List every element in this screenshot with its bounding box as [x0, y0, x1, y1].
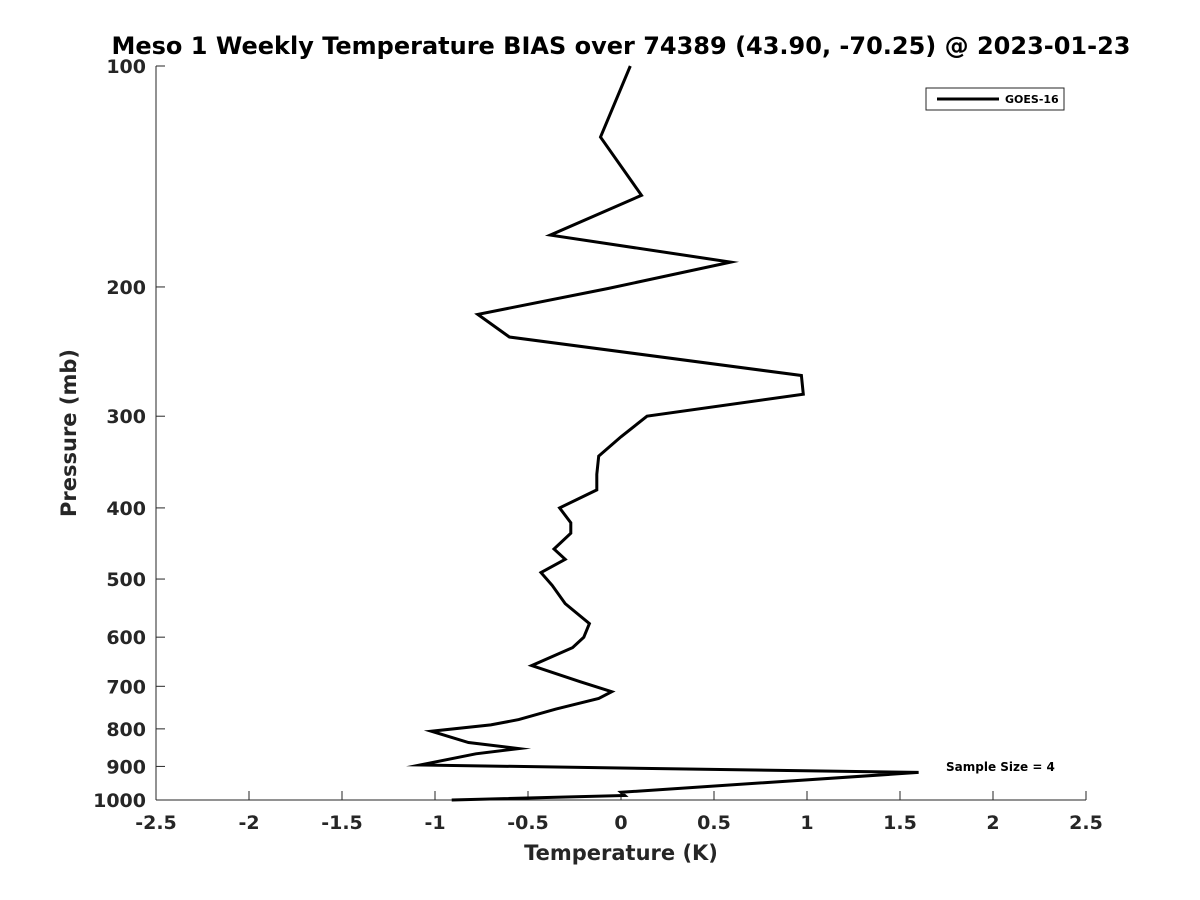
y-tick-label: 600: [106, 627, 146, 649]
y-axis-label: Pressure (mb): [57, 349, 81, 517]
x-tick-label: -2: [238, 812, 259, 834]
chart-title: Meso 1 Weekly Temperature BIAS over 7438…: [111, 32, 1130, 60]
x-tick-label: 2.5: [1069, 812, 1103, 834]
y-tick-label: 900: [106, 756, 146, 778]
series-line-goes-16: [406, 65, 919, 802]
y-tick-label: 400: [106, 498, 146, 520]
x-tick-label: -0.5: [507, 812, 549, 834]
y-tick-label: 700: [106, 676, 146, 698]
x-tick-label: 0.5: [697, 812, 731, 834]
chart-axes: [155, 66, 1086, 801]
y-ticks: 100 200 300 400 500 600 700 800 900 1000: [93, 56, 165, 812]
legend-label-goes-16: GOES-16: [1005, 93, 1059, 106]
sample-size-annotation: Sample Size = 4: [946, 760, 1055, 774]
x-tick-label: 1: [800, 812, 813, 834]
x-tick-label: -1: [424, 812, 445, 834]
y-tick-label: 1000: [93, 790, 146, 812]
x-tick-label: 1.5: [883, 812, 917, 834]
y-tick-label: 300: [106, 406, 146, 428]
y-tick-label: 800: [106, 719, 146, 741]
y-tick-label: 200: [106, 277, 146, 299]
x-tick-label: 0: [614, 812, 627, 834]
legend: GOES-16: [925, 87, 1065, 111]
y-tick-label: 100: [106, 56, 146, 78]
y-tick-label: 500: [106, 569, 146, 591]
x-axis-label: Temperature (K): [524, 841, 718, 865]
x-tick-label: -1.5: [321, 812, 363, 834]
series-layer: [406, 65, 919, 802]
x-tick-label: -2.5: [135, 812, 177, 834]
x-ticks: -2.5 -2 -1.5 -1 -0.5 0 0.5 1 1.5 2 2.5: [135, 791, 1103, 834]
x-tick-label: 2: [986, 812, 999, 834]
